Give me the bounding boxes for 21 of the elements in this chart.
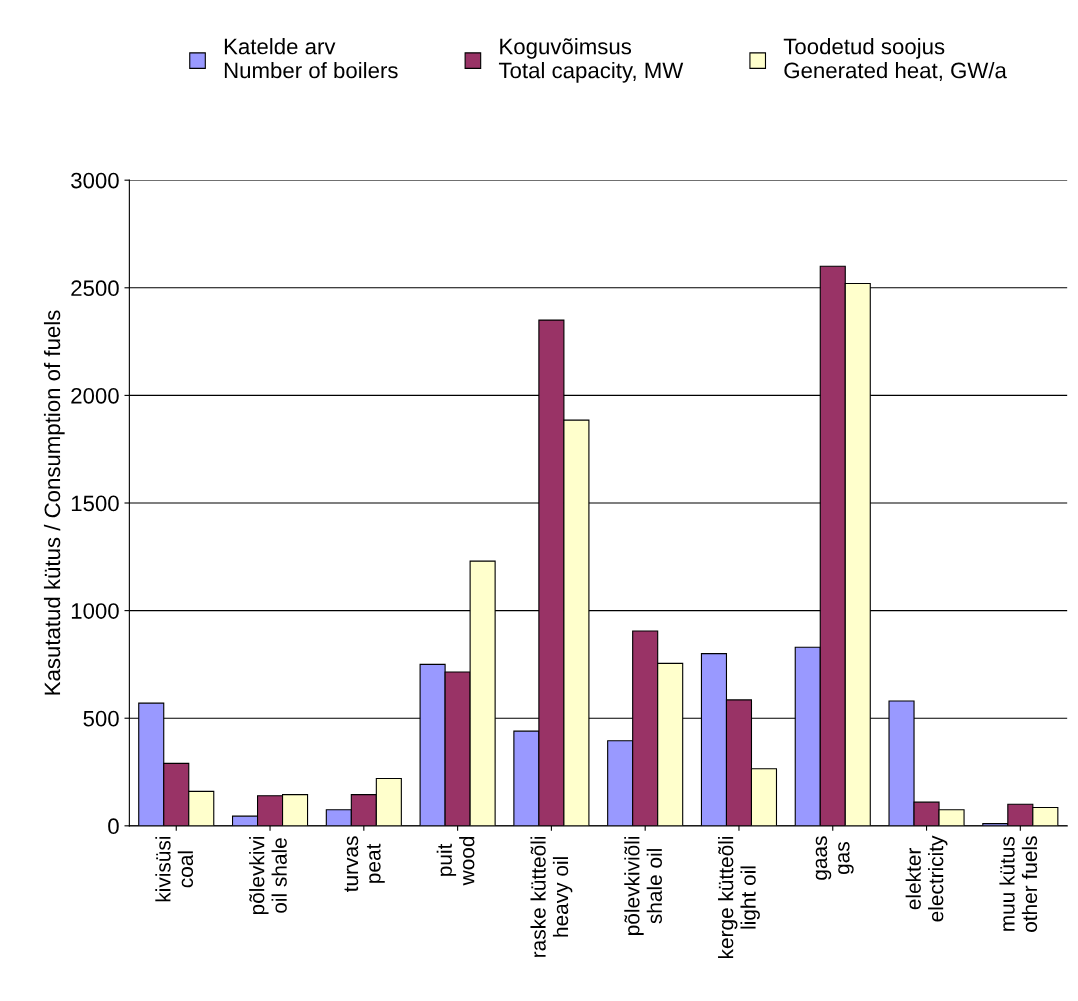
y-tick-label: 1000 (71, 603, 119, 619)
y-tick-label: 500 (83, 710, 119, 727)
x-tick-label: puit wood (436, 836, 475, 886)
x-tick-label: põlevkiviõli shale oil (624, 836, 662, 935)
y-tick-label: 0 (108, 818, 119, 835)
x-tick-label: kivisüsi coal (155, 836, 194, 902)
y-tick-label: 2500 (71, 280, 119, 297)
y-tick-label: 3000 (71, 172, 119, 189)
legend-label: Koguvõimsus Total capacity, MW (498, 38, 684, 83)
legend-label: Toodetud soojus Generated heat, GW/a (783, 38, 1007, 81)
x-tick-label: muu kütus other fuels (999, 836, 1038, 932)
legend-label: Katelde arv Number of boilers (224, 38, 398, 79)
y-tick-label: 1500 (71, 495, 119, 512)
x-tick-label: põlevkivi oil shale (249, 836, 287, 915)
y-axis-title: Kasutatud kütus / Consumption of fuels (43, 310, 65, 695)
x-tick-label: raske kütteõli heavy oil (530, 836, 573, 957)
x-tick-label: turvas peat (344, 836, 385, 892)
x-tick-label: gaas gas (815, 836, 854, 880)
x-tick-label: elekter electricity (905, 835, 948, 922)
x-tick-label: kerge kütteõli light oil (718, 836, 760, 959)
y-tick-label: 2000 (71, 387, 119, 404)
